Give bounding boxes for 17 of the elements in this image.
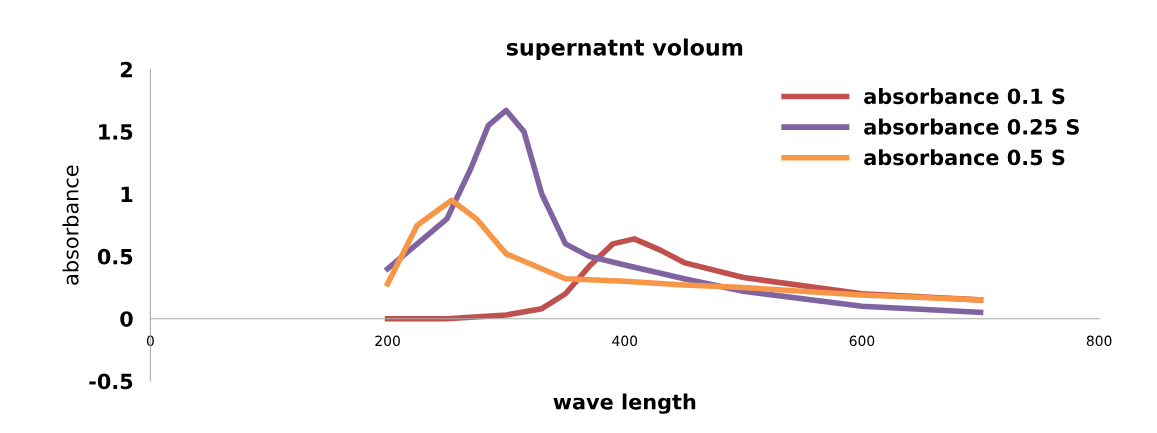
legend-label: absorbance 0.25 S (864, 118, 1079, 135)
x-tick-label: 600 (849, 335, 875, 347)
y-tick-label: 1 (121, 186, 133, 202)
y-tick-label: 2 (120, 61, 132, 78)
x-axis-title: wave length (553, 393, 696, 414)
chart-title: supernatnt voloum (506, 38, 743, 61)
y-tick-label: -0.5 (89, 373, 133, 390)
y-tick-label: 0.5 (97, 248, 133, 265)
x-tick-label: 400 (612, 335, 638, 347)
x-tick-label: 800 (1086, 335, 1112, 347)
legend-label: absorbance 0.5 S (864, 149, 1065, 166)
y-tick-label: 1.5 (99, 124, 133, 140)
y-tick-label: 0 (120, 311, 133, 327)
x-tick-label: 0 (146, 335, 154, 347)
y-axis-title: absorbance (62, 165, 79, 285)
x-tick-label: 200 (375, 335, 400, 347)
legend-label: absorbance 0.1 S (864, 88, 1065, 105)
